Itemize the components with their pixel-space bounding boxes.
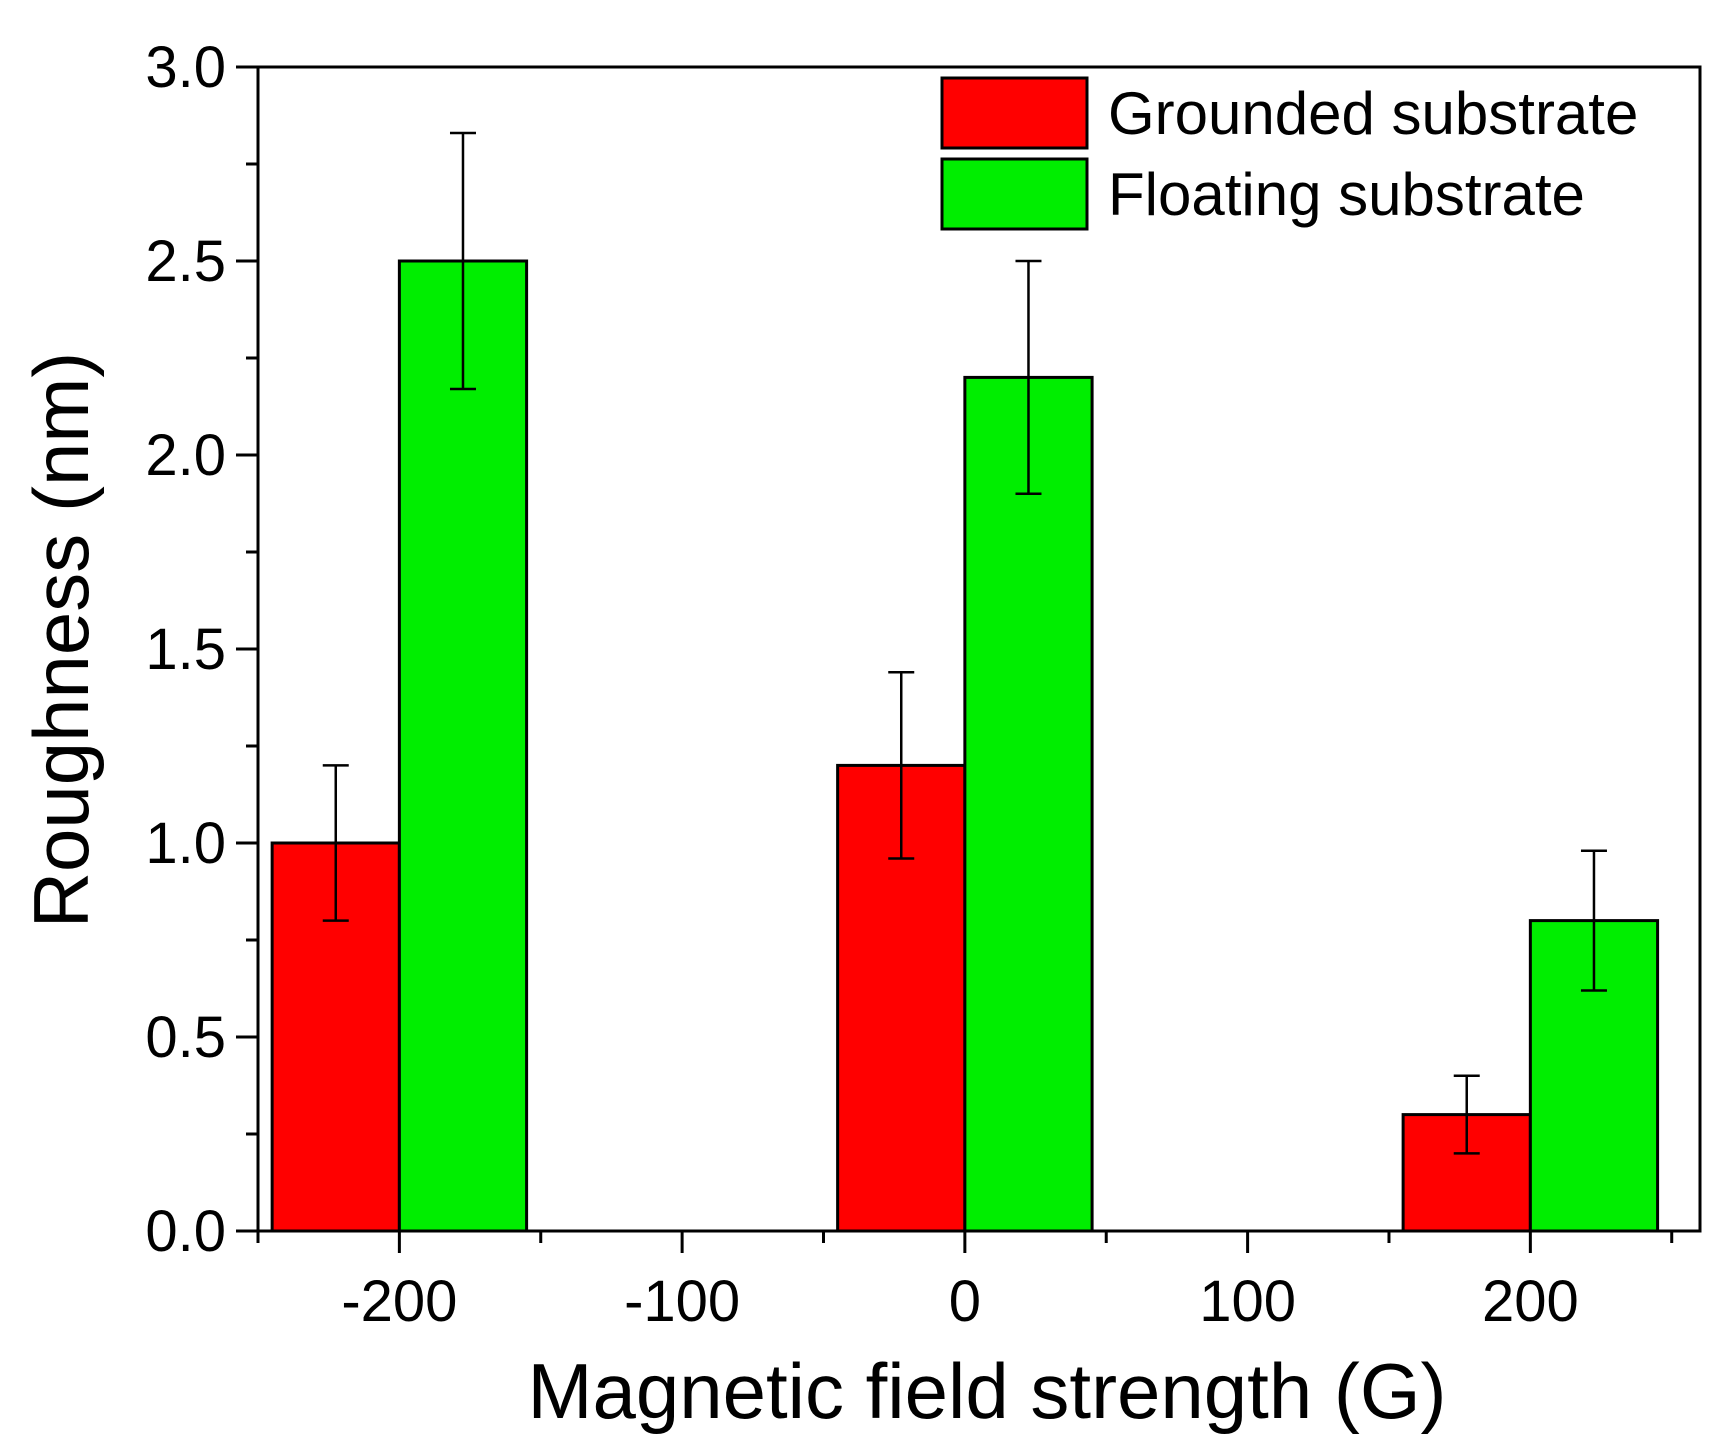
error-bars [322, 131, 1607, 1155]
bar-floating [963, 375, 1094, 1233]
x-tick-label: -200 [341, 1269, 457, 1334]
legend-label-grounded: Grounded substrate [1108, 80, 1638, 147]
x-tick-labels: -200 -100 0 100 200 [341, 1269, 1578, 1334]
legend-label-floating: Floating substrate [1108, 161, 1585, 228]
y-tick-label: 0.5 [145, 1005, 226, 1070]
x-tick-label: 100 [1199, 1269, 1296, 1334]
bars [270, 259, 1660, 1233]
legend: Grounded substrate Floating substrate [940, 76, 1638, 231]
major-ticks [236, 65, 1532, 1253]
y-tick-labels: 0.0 0.5 1.0 1.5 2.0 2.5 3.0 [145, 35, 226, 1264]
x-tick-label: 0 [949, 1269, 981, 1334]
y-axis-title: Roughness (nm) [17, 352, 105, 929]
x-axis-title: Magnetic field strength (G) [527, 1347, 1446, 1435]
y-tick-label: 2.5 [145, 229, 226, 294]
y-tick-label: 2.0 [145, 423, 226, 488]
legend-swatch-floating [940, 157, 1089, 231]
legend-swatch-grounded [940, 76, 1089, 150]
minor-ticks [246, 162, 1674, 1243]
y-tick-label: 3.0 [145, 35, 226, 100]
plot-frame [256, 65, 1702, 1233]
bar-floating [397, 259, 529, 1233]
y-tick-label: 1.5 [145, 617, 226, 682]
x-tick-label: 200 [1482, 1269, 1579, 1334]
y-tick-label: 0.0 [145, 1199, 226, 1264]
y-tick-label: 1.0 [145, 811, 226, 876]
x-tick-label: -100 [624, 1269, 740, 1334]
